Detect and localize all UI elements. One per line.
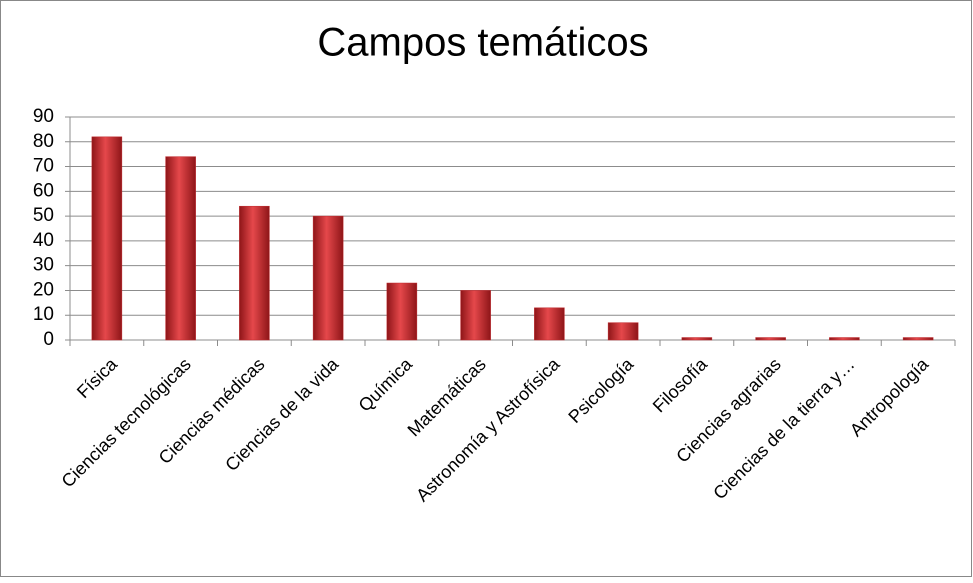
bar: [386, 282, 418, 341]
y-tick-label: 70: [33, 156, 54, 177]
bar: [681, 337, 713, 341]
y-tick-label: 50: [33, 205, 54, 226]
bar: [902, 337, 934, 341]
bar: [91, 136, 123, 341]
bar: [755, 337, 786, 341]
y-tick-label: 10: [33, 304, 54, 325]
bar: [534, 307, 565, 341]
y-tick-label: 60: [33, 180, 54, 201]
bar: [312, 215, 344, 341]
y-tick-label: 0: [43, 329, 54, 350]
y-tick-label: 30: [33, 255, 54, 276]
y-tick-label: 40: [33, 230, 54, 251]
bar: [607, 322, 639, 341]
bar: [829, 337, 860, 341]
bar: [460, 290, 491, 341]
chart-title: Campos temáticos: [317, 21, 648, 65]
y-tick-label: 20: [33, 279, 54, 300]
y-tick-label: 80: [33, 131, 54, 152]
y-tick-label: 90: [33, 106, 54, 127]
bar: [165, 156, 196, 341]
bar: [239, 205, 270, 341]
